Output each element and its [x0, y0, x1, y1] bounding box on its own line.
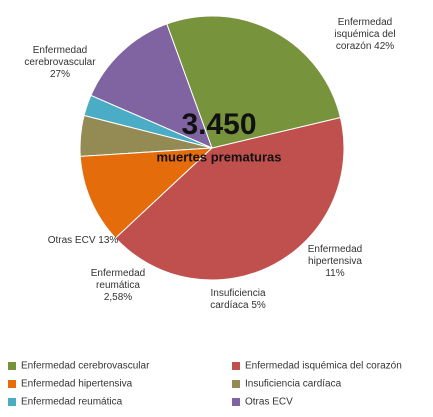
- label-line: Enfermedad: [33, 45, 87, 56]
- legend-label: Insuficiencia cardíaca: [245, 379, 342, 390]
- data-label: Enfermedad reumática 2,58%: [91, 268, 145, 303]
- label-text: Enfermedad: [91, 268, 145, 279]
- value-label: 27%: [50, 69, 70, 80]
- data-label: Enfermedad isquémica del corazón 42%: [334, 17, 395, 52]
- label-line: cardíaca 5%: [210, 300, 266, 311]
- legend-swatch: [8, 398, 16, 406]
- label-line: reumática: [96, 280, 140, 291]
- label-line: Enfermedad: [308, 244, 362, 255]
- data-labels: Enfermedad cerebrovascular 27%Enfermedad is…: [24, 17, 395, 311]
- legend-swatch: [8, 380, 16, 388]
- label-text: cardíaca: [210, 300, 249, 311]
- label-text: Enfermedad: [308, 244, 362, 255]
- legend-label: Enfermedad isquémica del corazón: [245, 361, 402, 372]
- label-text: Enfermedad: [33, 45, 87, 56]
- label-line: Otras ECV 13%: [48, 235, 119, 246]
- value-label: 13%: [98, 235, 118, 246]
- label-text: Enfermedad: [338, 17, 392, 28]
- value-label: 2,58%: [104, 292, 132, 303]
- pie-slice: [166, 15, 342, 149]
- pie-slice: [90, 23, 213, 149]
- value-label: 42%: [374, 41, 394, 52]
- label-text: cerebrovascular: [24, 57, 96, 68]
- value-label: 5%: [251, 300, 266, 311]
- label-text: hipertensiva: [308, 256, 362, 267]
- pie-slice: [114, 116, 345, 281]
- center-title: 3.450: [181, 108, 256, 141]
- data-label: Insuficiencia cardíaca 5%: [210, 288, 266, 311]
- legend-swatch: [232, 380, 240, 388]
- label-text: reumática: [96, 280, 140, 291]
- label-line: cerebrovascular: [24, 57, 96, 68]
- label-text: Insuficiencia: [210, 288, 265, 299]
- pie-slice: [79, 147, 214, 239]
- value-label: 11%: [325, 268, 344, 279]
- label-line: corazón 42%: [336, 41, 394, 52]
- label-line: Enfermedad: [338, 17, 392, 28]
- legend-swatch: [8, 362, 16, 370]
- label-line: hipertensiva: [308, 256, 362, 267]
- legend-label: Enfermedad cerebrovascular: [21, 361, 150, 372]
- data-label: Enfermedad hipertensiva 11%: [308, 244, 363, 279]
- label-text: isquémica del: [334, 29, 395, 40]
- legend-label: Enfermedad hipertensiva: [21, 379, 133, 390]
- legend-swatch: [232, 362, 240, 370]
- center-subtitle: muertes prematuras: [157, 149, 282, 164]
- legend-label: Enfermedad reumática: [21, 397, 123, 408]
- legend-swatch: [232, 398, 240, 406]
- label-text: corazón: [336, 41, 372, 52]
- legend-label: Otras ECV: [245, 397, 293, 408]
- legend: Enfermedad cerebrovascular Enfermedad isq…: [8, 361, 402, 408]
- label-line: Insuficiencia: [210, 288, 265, 299]
- label-text: Otras ECV: [48, 235, 96, 246]
- data-label: Otras ECV 13%: [48, 235, 119, 246]
- data-label: Enfermedad cerebrovascular 27%: [24, 45, 96, 80]
- label-line: Enfermedad: [91, 268, 145, 279]
- label-line: isquémica del: [334, 29, 395, 40]
